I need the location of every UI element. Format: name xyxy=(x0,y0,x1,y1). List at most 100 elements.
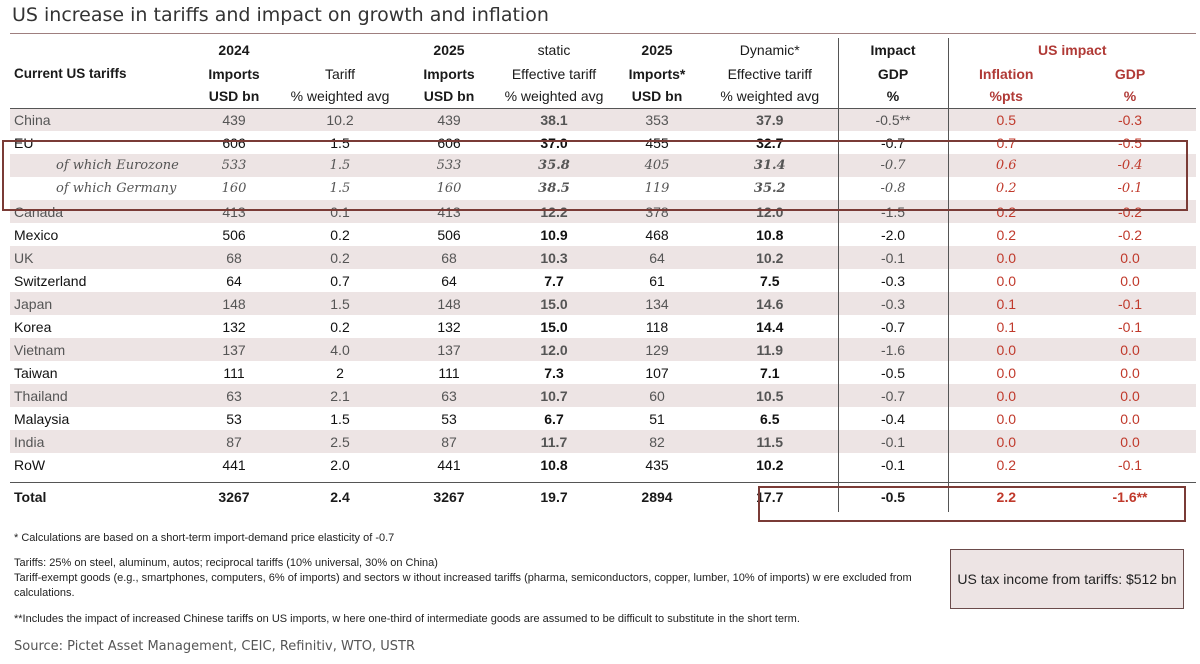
value-cell: 0.0 xyxy=(947,269,1064,292)
value-cell: -2.0 xyxy=(837,223,948,246)
value-cell: 7.1 xyxy=(760,364,780,381)
value-cell: 63 xyxy=(190,384,278,407)
value-cell: 468 xyxy=(645,226,669,243)
value-cell: -1.6 xyxy=(837,338,948,361)
value-cell: 132 xyxy=(437,318,461,335)
value-cell: 35.8 xyxy=(496,154,612,177)
value-cell: 12.0 xyxy=(496,338,612,361)
value-cell: 7.3 xyxy=(544,364,564,381)
header-cell: % xyxy=(837,85,948,109)
value-cell: 0.1 xyxy=(947,292,1064,315)
header-cell: Tariff xyxy=(324,65,356,82)
header-cell: % weighted avg xyxy=(702,85,838,109)
value-cell: 111 xyxy=(438,364,460,381)
value-cell: -0.4 xyxy=(837,407,948,430)
value-cell: 1.5 xyxy=(278,292,402,315)
value-cell: -0.7 xyxy=(837,154,948,177)
value-cell: 111 xyxy=(223,364,245,381)
header-cell xyxy=(10,38,190,62)
value-cell: 134 xyxy=(612,292,702,315)
value-cell: 37.0 xyxy=(540,134,568,151)
value-cell: 441 xyxy=(222,456,246,473)
value-cell: -0.4 xyxy=(1064,154,1196,177)
header-cell: GDP xyxy=(837,62,948,85)
value-cell: 11.5 xyxy=(702,430,838,453)
total-value: 3267 xyxy=(190,481,278,512)
value-cell: 4.0 xyxy=(278,338,402,361)
value-cell: 38.1 xyxy=(496,108,612,131)
value-cell: 0.2 xyxy=(947,453,1064,476)
value-cell: 0.0 xyxy=(1120,272,1140,289)
value-cell: 0.0 xyxy=(1064,384,1196,407)
table-row: Switzerland 64 0.7 64 7.7 61 7.5 -0.3 0.0 0.0 xyxy=(10,269,1196,292)
total-value: 17.7 xyxy=(702,481,838,512)
notes-block: Tariffs: 25% on steel, aluminum, autos; … xyxy=(14,556,934,601)
value-cell: 12.0 xyxy=(702,200,838,223)
country-cell: Japan xyxy=(10,292,190,315)
country-cell: RoW xyxy=(14,456,46,473)
value-cell: 0.0 xyxy=(947,407,1064,430)
value-cell: 533 xyxy=(402,154,496,177)
source-line: Source: Pictet Asset Management, CEIC, R… xyxy=(14,639,416,654)
header-cell: Effective tariff xyxy=(727,65,812,82)
value-cell: 87 xyxy=(190,430,278,453)
total-value: -0.5 xyxy=(837,481,948,512)
value-cell: 2 xyxy=(336,364,344,381)
value-cell: 10.2 xyxy=(702,246,838,269)
value-cell: 0.0 xyxy=(1064,246,1196,269)
value-cell: 137 xyxy=(190,338,278,361)
value-cell: -0.1 xyxy=(837,246,948,269)
country-cell: Canada xyxy=(10,200,190,223)
value-cell: 606 xyxy=(222,134,246,151)
value-cell: 160 xyxy=(436,181,462,196)
value-cell: 68 xyxy=(402,246,496,269)
value-cell: 7.5 xyxy=(760,272,780,289)
value-cell: 0.7 xyxy=(947,131,1064,154)
value-cell: 60 xyxy=(612,384,702,407)
header-cell: Imports* xyxy=(628,65,686,82)
note-tariffs: Tariffs: 25% on steel, aluminum, autos; … xyxy=(14,557,438,569)
value-cell: 64 xyxy=(612,246,702,269)
value-cell: 2.1 xyxy=(278,384,402,407)
value-cell: 14.4 xyxy=(756,318,784,335)
country-cell: Taiwan xyxy=(14,364,58,381)
total-value: 3267 xyxy=(402,481,496,512)
value-cell: 6.7 xyxy=(544,410,564,427)
value-cell: 0.0 xyxy=(947,361,1064,384)
tariff-table: 2024 2025 static 2025 Dynamic* Impact US… xyxy=(10,38,1196,512)
header-cell: USD bn xyxy=(402,85,496,109)
value-cell: 0.0 xyxy=(947,430,1064,453)
value-cell: 0.7 xyxy=(330,272,350,289)
header-cell: Effective tariff xyxy=(511,65,597,82)
value-cell: -0.1 xyxy=(837,430,948,453)
value-cell: 10.7 xyxy=(496,384,612,407)
value-cell: -0.7 xyxy=(837,384,948,407)
value-cell: 38.5 xyxy=(538,181,570,196)
value-cell: 10.9 xyxy=(540,226,568,243)
table-row: of which Eurozone 533 1.5 533 35.8 405 31.4 -0.… xyxy=(10,154,1196,177)
value-cell: 11.7 xyxy=(496,430,612,453)
value-cell: 506 xyxy=(222,226,246,243)
header-cell: 2025 xyxy=(433,42,465,58)
country-cell: Thailand xyxy=(10,384,190,407)
table-row: Taiwan 111 2 111 7.3 107 7.1 -0.5 0.0 0.0 xyxy=(10,361,1196,384)
value-cell: 63 xyxy=(402,384,496,407)
header-cell: USD bn xyxy=(612,85,702,109)
value-cell: -0.3 xyxy=(1064,108,1196,131)
table-row: of which Germany 160 1.5 160 38.5 119 35.2 -0.8… xyxy=(10,177,1196,200)
note-exempt: Tariff-exempt goods (e.g., smartphones, … xyxy=(14,572,912,599)
value-cell: 0.5 xyxy=(947,108,1064,131)
header-cell: Imports xyxy=(208,65,260,82)
value-cell: 148 xyxy=(402,292,496,315)
value-cell: 87 xyxy=(402,430,496,453)
value-cell: 10.2 xyxy=(278,108,402,131)
value-cell: 137 xyxy=(402,338,496,361)
value-cell: 107 xyxy=(645,364,669,381)
value-cell: 0.2 xyxy=(947,177,1064,200)
value-cell: 439 xyxy=(190,108,278,131)
value-cell: 0.2 xyxy=(278,246,402,269)
value-cell: 455 xyxy=(645,134,669,151)
value-cell: 53 xyxy=(441,410,457,427)
value-cell: 606 xyxy=(437,134,461,151)
value-cell: 10.8 xyxy=(540,456,568,473)
